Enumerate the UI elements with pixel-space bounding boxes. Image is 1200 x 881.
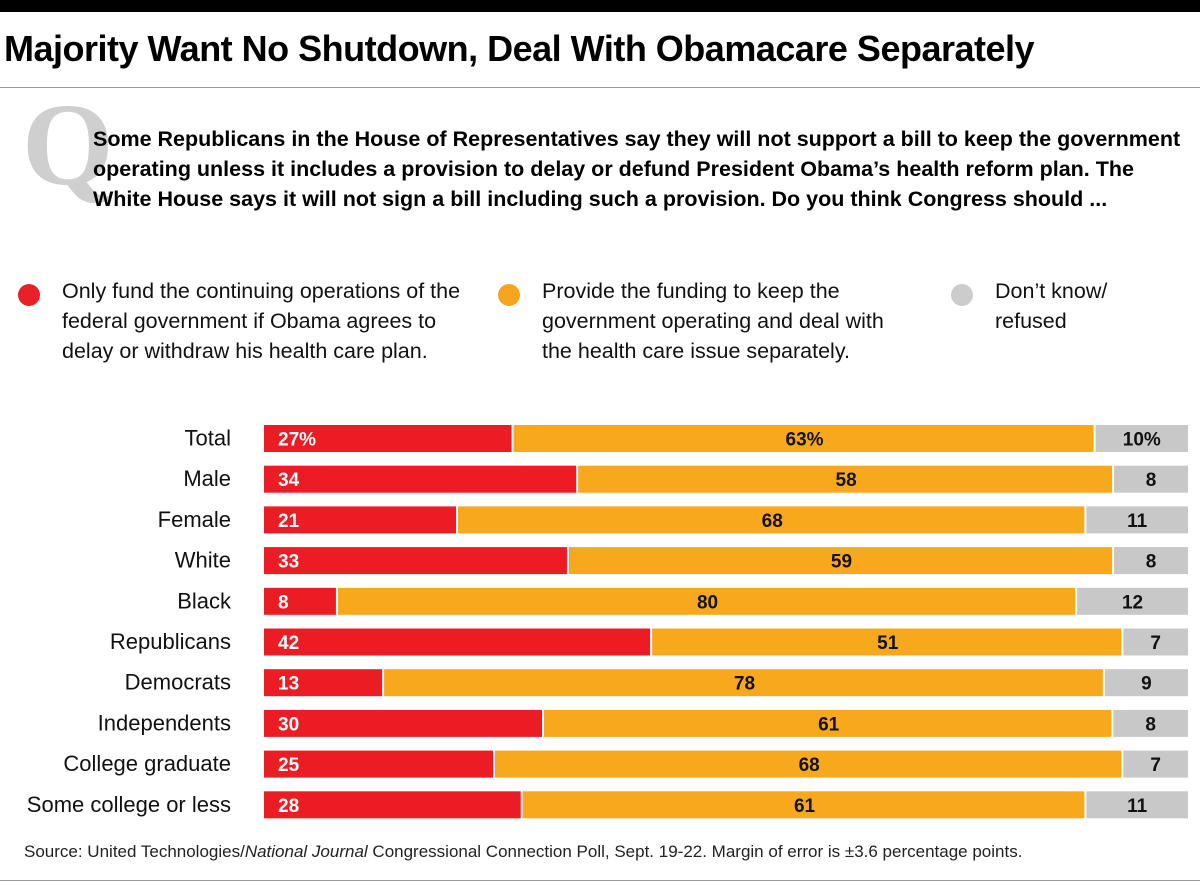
bar-red-segment-independents bbox=[264, 709, 542, 737]
category-label-female: Female bbox=[158, 507, 231, 532]
bar-gray-segment-some-college-or-less bbox=[1086, 791, 1188, 819]
bar-orange-segment-female bbox=[458, 506, 1085, 534]
stacked-bar-chart: Total 27% 63% 10% Male 34 58 8 Female 21 68 11 White… bbox=[27, 425, 1188, 819]
bar-red-segment-total bbox=[264, 425, 512, 452]
category-label-some-college-or-less: Some college or less bbox=[27, 792, 231, 817]
data-label-orange-segment-democrats: 78 bbox=[734, 674, 755, 695]
data-label-gray-segment-white: 8 bbox=[1146, 552, 1157, 573]
data-label-orange-segment-total: 63% bbox=[786, 430, 824, 451]
bar-orange-segment-total bbox=[513, 425, 1094, 452]
data-label-gray-segment-black: 12 bbox=[1122, 592, 1143, 613]
data-label-red-segment-some-college-or-less: 28 bbox=[278, 796, 299, 817]
bar-red-segment-some-college-or-less bbox=[264, 791, 521, 819]
bar-orange-segment-independents bbox=[544, 709, 1112, 737]
bar-orange-segment-democrats bbox=[384, 669, 1103, 697]
category-label-black: Black bbox=[177, 588, 232, 613]
data-label-red-segment-black: 8 bbox=[278, 592, 289, 613]
data-label-red-segment-female: 21 bbox=[278, 511, 300, 532]
legend-label: Only fund the continuing operations of t… bbox=[62, 279, 461, 363]
data-label-red-segment-college-graduate: 25 bbox=[278, 755, 300, 776]
data-label-red-segment-total: 27% bbox=[278, 430, 316, 451]
data-label-red-segment-democrats: 13 bbox=[278, 674, 299, 695]
legend-label: Provide the funding to keep the governme… bbox=[542, 279, 884, 363]
bar-red-segment-republicans bbox=[264, 628, 651, 656]
data-label-red-segment-independents: 30 bbox=[278, 714, 299, 735]
legend-swatch-orange bbox=[498, 284, 520, 306]
bar-orange-segment-white bbox=[568, 547, 1113, 575]
source-note: Source: United Technologies/National Jou… bbox=[24, 842, 1023, 861]
bar-red-segment-college-graduate bbox=[264, 750, 493, 778]
data-label-red-segment-male: 34 bbox=[278, 470, 300, 491]
bar-orange-segment-black bbox=[337, 587, 1076, 615]
data-label-gray-segment-democrats: 9 bbox=[1141, 674, 1152, 695]
data-label-gray-segment-some-college-or-less: 11 bbox=[1127, 796, 1148, 817]
bar-gray-segment-white bbox=[1114, 547, 1188, 575]
legend-swatch-red bbox=[18, 284, 40, 306]
legend-label: Don’t know/ refused bbox=[995, 279, 1108, 333]
bar-red-segment-democrats bbox=[264, 669, 383, 697]
legend-item-fund-if-delay: Only fund the continuing operations of t… bbox=[18, 276, 482, 366]
bar-red-segment-male bbox=[264, 465, 577, 493]
question-text: Some Republicans in the House of Represe… bbox=[93, 127, 1181, 211]
data-label-orange-segment-some-college-or-less: 61 bbox=[794, 796, 816, 817]
bar-gray-segment-male bbox=[1114, 465, 1188, 493]
bar-gray-segment-republicans bbox=[1123, 628, 1188, 656]
data-label-gray-segment-college-graduate: 7 bbox=[1150, 755, 1161, 776]
data-label-red-segment-republicans: 42 bbox=[278, 633, 299, 654]
bar-gray-segment-total bbox=[1095, 425, 1188, 452]
data-label-orange-segment-black: 80 bbox=[697, 592, 718, 613]
category-label-white: White bbox=[175, 548, 231, 573]
bar-gray-segment-independents bbox=[1113, 709, 1188, 737]
legend-swatch-gray bbox=[951, 284, 973, 306]
bar-gray-segment-female bbox=[1086, 506, 1188, 534]
bar-orange-segment-republicans bbox=[652, 628, 1122, 656]
bar-gray-segment-democrats bbox=[1104, 669, 1188, 697]
category-label-democrats: Democrats bbox=[125, 670, 231, 695]
title-divider bbox=[0, 87, 1200, 88]
legend-item-dont-know: Don’t know/ refused bbox=[951, 276, 1125, 336]
data-label-orange-segment-male: 58 bbox=[836, 470, 857, 491]
category-label-college-graduate: College graduate bbox=[63, 751, 231, 776]
data-label-orange-segment-white: 59 bbox=[831, 552, 852, 573]
bar-red-segment-female bbox=[264, 506, 457, 534]
category-label-republicans: Republicans bbox=[110, 629, 231, 654]
data-label-red-segment-white: 33 bbox=[278, 552, 299, 573]
data-label-orange-segment-college-graduate: 68 bbox=[799, 755, 820, 776]
category-label-male: Male bbox=[183, 466, 231, 491]
data-label-gray-segment-total: 10% bbox=[1123, 430, 1161, 451]
bar-orange-segment-college-graduate bbox=[495, 750, 1122, 778]
data-label-orange-segment-female: 68 bbox=[762, 511, 783, 532]
legend-item-fund-separately: Provide the funding to keep the governme… bbox=[498, 276, 912, 366]
data-label-gray-segment-republicans: 7 bbox=[1150, 633, 1161, 654]
data-label-orange-segment-independents: 61 bbox=[818, 714, 840, 735]
question-q-mark: Q bbox=[22, 79, 114, 210]
bar-red-segment-white bbox=[264, 547, 567, 575]
top-rule bbox=[0, 0, 1200, 12]
data-label-gray-segment-independents: 8 bbox=[1145, 714, 1156, 735]
category-label-independents: Independents bbox=[98, 710, 231, 735]
category-label-total: Total bbox=[185, 426, 231, 451]
bar-gray-segment-black bbox=[1077, 587, 1188, 615]
bar-orange-segment-some-college-or-less bbox=[522, 791, 1085, 819]
bar-red-segment-black bbox=[264, 587, 336, 615]
data-label-orange-segment-republicans: 51 bbox=[877, 633, 899, 654]
bar-gray-segment-college-graduate bbox=[1123, 750, 1188, 778]
data-label-gray-segment-female: 11 bbox=[1127, 511, 1148, 532]
chart-title: Majority Want No Shutdown, Deal With Oba… bbox=[4, 28, 1035, 69]
data-label-gray-segment-male: 8 bbox=[1146, 470, 1157, 491]
bar-orange-segment-male bbox=[578, 465, 1113, 493]
